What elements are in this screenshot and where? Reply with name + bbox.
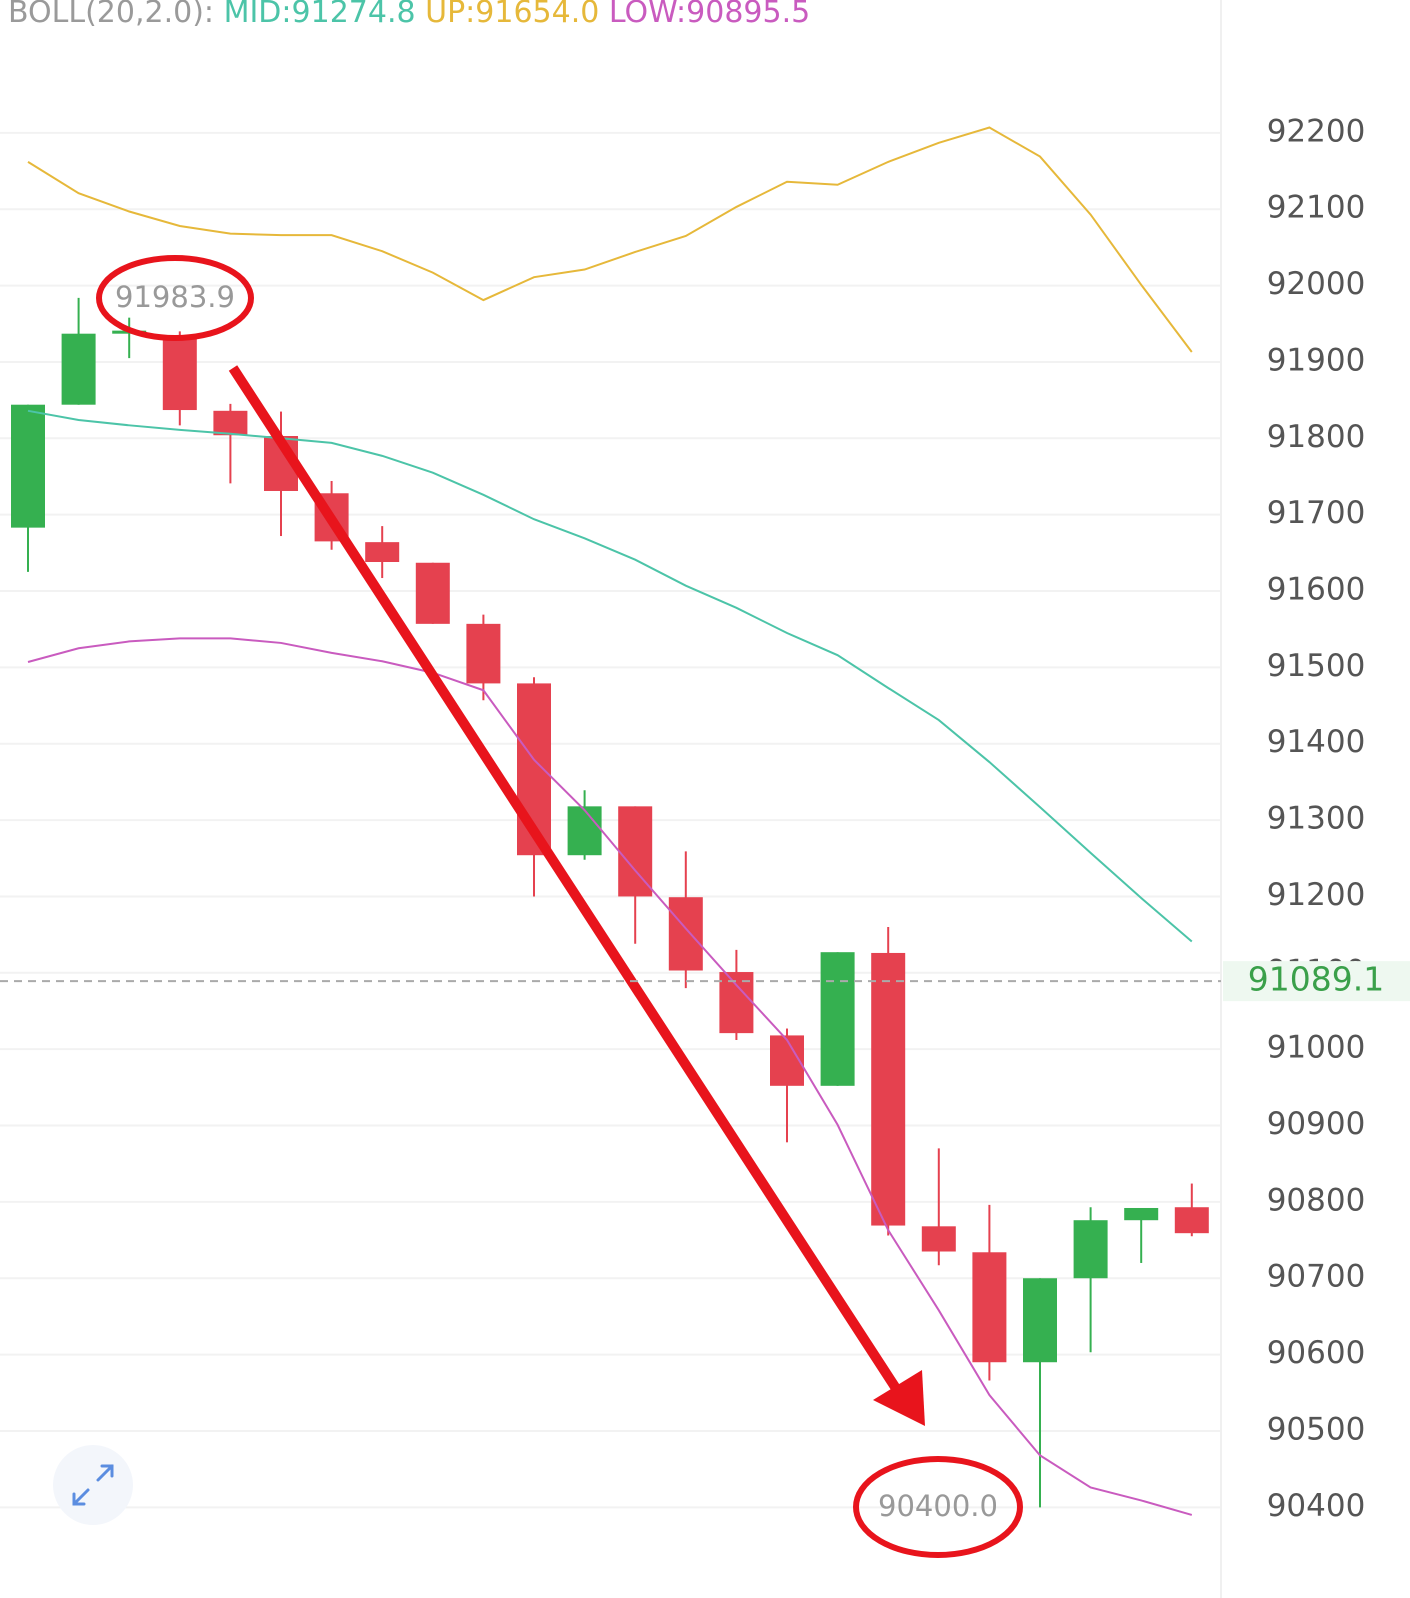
- header-low: LOW:90895.5: [609, 0, 810, 30]
- last-price-box: [1223, 961, 1410, 1002]
- expand-icon[interactable]: [72, 1464, 114, 1506]
- candle-body: [11, 404, 45, 528]
- candle-body: [466, 623, 501, 684]
- y-tick-label: 91500: [1267, 648, 1366, 684]
- circle-annotation: [96, 255, 254, 341]
- high-label: 91983.9: [115, 280, 235, 314]
- y-tick-label: 90600: [1267, 1335, 1366, 1371]
- last-price-label: 91089.1: [1248, 960, 1384, 999]
- y-tick-label: 91900: [1267, 342, 1366, 378]
- low-label: 90400.0: [878, 1489, 998, 1523]
- candle-body: [1124, 1207, 1159, 1221]
- y-tick-label: 91300: [1267, 801, 1366, 837]
- header-prefix: BOLL(20,2.0):: [8, 0, 214, 30]
- candle-body: [415, 562, 450, 624]
- annotations: [96, 255, 1023, 1558]
- candle-body: [61, 333, 96, 405]
- arrow-shaft: [228, 365, 902, 1393]
- y-tick-label: 91800: [1267, 419, 1366, 455]
- expand-button[interactable]: [53, 1445, 133, 1525]
- indicator-header: BOLL(20,2.0): MID:91274.8 UP:91654.0 LOW…: [8, 0, 810, 30]
- expand-button-bg[interactable]: [53, 1445, 133, 1525]
- candle-body: [213, 410, 248, 436]
- y-tick-label: 91000: [1267, 1030, 1366, 1066]
- circle-annotation: [853, 1456, 1023, 1558]
- candle-body: [871, 952, 906, 1226]
- y-tick-label: 91600: [1267, 572, 1366, 608]
- y-tick-label: 91200: [1267, 877, 1366, 913]
- y-tick-label: 92000: [1267, 266, 1366, 302]
- candle-body: [719, 972, 754, 1034]
- y-tick-label: 90900: [1267, 1106, 1366, 1142]
- candle-body: [1073, 1220, 1108, 1279]
- bollinger-line: [27, 409, 1193, 943]
- bollinger-line: [27, 126, 1193, 353]
- candle-body: [668, 897, 703, 971]
- header-up: UP:91654.0: [425, 0, 599, 30]
- y-tick-label: 91700: [1267, 495, 1366, 531]
- header-mid: MID:91274.8: [224, 0, 416, 30]
- y-tick-label: 92100: [1267, 190, 1366, 226]
- candle-body: [365, 542, 400, 562]
- y-tick-label: 90400: [1267, 1488, 1366, 1524]
- y-tick-label: 91400: [1267, 724, 1366, 760]
- candle-body: [1023, 1278, 1057, 1363]
- plot: [11, 126, 1209, 1516]
- candle-body: [820, 952, 855, 1086]
- candle-body: [162, 336, 197, 411]
- candle-body: [567, 806, 602, 856]
- candle-body: [618, 806, 653, 897]
- y-tick-label: 92200: [1267, 113, 1366, 149]
- candle-body: [921, 1226, 956, 1252]
- grid: [0, 131, 1221, 1509]
- arrow-head: [873, 1370, 925, 1426]
- bollinger-line: [27, 637, 1193, 1516]
- candle-body: [1174, 1207, 1209, 1234]
- y-tick-label: 90700: [1267, 1259, 1366, 1295]
- y-tick-label: 90500: [1267, 1411, 1366, 1447]
- y-tick-label: 90800: [1267, 1182, 1366, 1218]
- candle-body: [972, 1252, 1007, 1363]
